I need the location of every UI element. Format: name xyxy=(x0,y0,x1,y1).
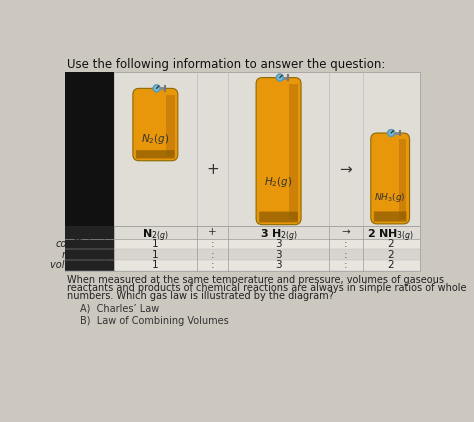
FancyBboxPatch shape xyxy=(371,133,410,224)
Text: $\mathbf{2\ NH}_{3(g)}$: $\mathbf{2\ NH}_{3(g)}$ xyxy=(366,228,414,244)
Text: 2: 2 xyxy=(387,250,393,260)
Circle shape xyxy=(153,84,161,92)
Bar xyxy=(113,260,420,271)
Text: +: + xyxy=(209,227,217,237)
Bar xyxy=(113,238,420,249)
Circle shape xyxy=(278,76,282,79)
Text: :: : xyxy=(344,250,348,260)
Bar xyxy=(166,95,175,156)
Text: mole ratio: mole ratio xyxy=(62,250,112,260)
Circle shape xyxy=(389,131,393,135)
Bar xyxy=(65,226,420,271)
Text: →: → xyxy=(340,162,352,178)
FancyBboxPatch shape xyxy=(374,211,406,222)
Text: 2: 2 xyxy=(387,260,393,271)
Text: $N_2(g)$: $N_2(g)$ xyxy=(141,133,170,146)
Text: :: : xyxy=(344,260,348,271)
Text: →: → xyxy=(342,227,350,237)
Text: reactants and products of chemical reactions are always in simple ratios of whol: reactants and products of chemical react… xyxy=(67,283,466,293)
Text: 1: 1 xyxy=(152,239,159,249)
Text: volume ratio: volume ratio xyxy=(50,260,112,271)
Text: $NH_3(g)$: $NH_3(g)$ xyxy=(374,191,406,204)
Text: $\mathbf{N}_{2(g)}$: $\mathbf{N}_{2(g)}$ xyxy=(142,228,169,244)
FancyBboxPatch shape xyxy=(259,211,298,222)
Text: numbers. Which gas law is illustrated by the diagram?: numbers. Which gas law is illustrated by… xyxy=(67,291,334,301)
Circle shape xyxy=(387,129,395,137)
Text: 3: 3 xyxy=(275,239,282,249)
Text: coefficients: coefficients xyxy=(56,239,112,249)
Text: A)  Charles’ Law: A) Charles’ Law xyxy=(80,303,159,314)
Bar xyxy=(65,72,420,226)
Text: 1: 1 xyxy=(152,250,159,260)
Bar xyxy=(65,226,113,271)
Text: :: : xyxy=(344,239,348,249)
Circle shape xyxy=(276,74,284,81)
Text: B)  Law of Combining Volumes: B) Law of Combining Volumes xyxy=(80,316,229,326)
Circle shape xyxy=(155,87,158,90)
Text: :: : xyxy=(211,260,215,271)
Text: $H_2(g)$: $H_2(g)$ xyxy=(264,176,293,189)
Text: :: : xyxy=(211,250,215,260)
Bar xyxy=(113,249,420,260)
Text: Use the following information to answer the question:: Use the following information to answer … xyxy=(67,58,385,71)
FancyBboxPatch shape xyxy=(256,78,301,225)
Text: When measured at the same temperature and pressure, volumes of gaseous: When measured at the same temperature an… xyxy=(67,275,444,285)
Text: 3: 3 xyxy=(275,250,282,260)
FancyBboxPatch shape xyxy=(136,150,175,158)
FancyBboxPatch shape xyxy=(133,88,178,161)
Text: :: : xyxy=(211,239,215,249)
Text: 3: 3 xyxy=(275,260,282,271)
Text: 1: 1 xyxy=(152,260,159,271)
Bar xyxy=(65,72,113,226)
Bar xyxy=(289,84,298,220)
Text: +: + xyxy=(206,162,219,178)
Bar xyxy=(399,139,406,219)
Text: 2: 2 xyxy=(387,239,393,249)
Text: $\mathbf{3\ H}_{2(g)}$: $\mathbf{3\ H}_{2(g)}$ xyxy=(260,228,298,244)
